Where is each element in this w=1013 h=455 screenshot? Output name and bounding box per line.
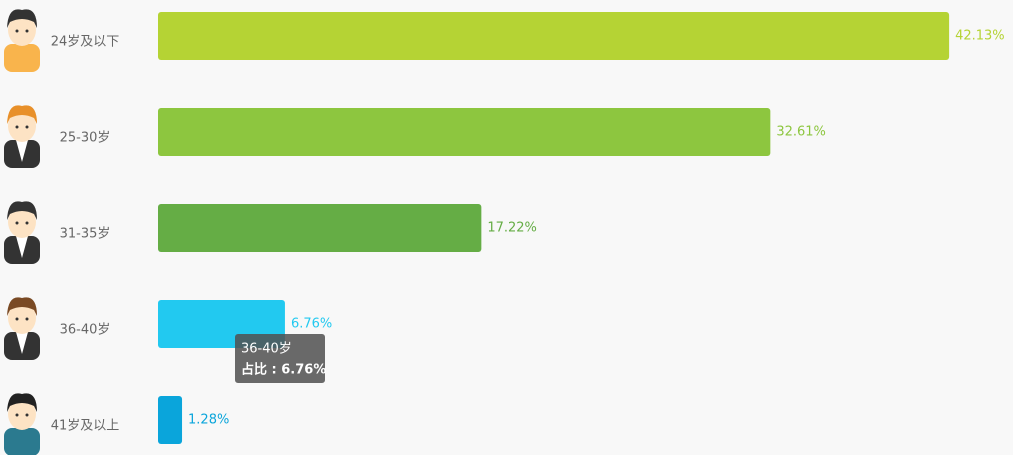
avatar-shirt (16, 140, 28, 162)
avatar-eye (25, 29, 29, 33)
avatar-eye (15, 413, 19, 417)
avatar-eye (25, 317, 29, 321)
avatar-face (8, 110, 36, 142)
avatar (4, 9, 40, 72)
avatar (4, 201, 40, 264)
avatar-eye (25, 221, 29, 225)
avatar-shirt (16, 332, 28, 354)
avatar (4, 105, 40, 168)
value-label: 6.76% (291, 317, 332, 332)
avatar-face (8, 302, 36, 334)
avatar-eye (15, 29, 19, 33)
avatar-hair (7, 393, 37, 412)
tooltip-text: 占比 : 6.76% (241, 362, 326, 378)
avatar-body (4, 44, 40, 72)
category-label: 41岁及以上 (51, 419, 120, 434)
avatar-body (4, 428, 40, 455)
avatar-hair (7, 201, 37, 220)
bar (158, 12, 950, 60)
avatar-hair (7, 9, 37, 28)
avatar-hair (7, 105, 37, 124)
category-label: 31-35岁 (60, 227, 111, 242)
bar (158, 108, 771, 156)
value-label: 17.22% (487, 221, 537, 236)
bar (158, 204, 482, 252)
avatar-eye (15, 125, 19, 129)
avatar-eye (25, 125, 29, 129)
avatar-face (8, 14, 36, 46)
value-label: 32.61% (776, 125, 826, 140)
category-label: 25-30岁 (60, 131, 111, 146)
tooltip-title: 36-40岁 (241, 342, 292, 357)
avatar-eye (15, 317, 19, 321)
avatar-hair (7, 297, 37, 316)
avatar-face (8, 206, 36, 238)
avatar-eye (15, 221, 19, 225)
avatar (4, 297, 40, 360)
tooltip-box (235, 334, 325, 383)
category-label: 24岁及以下 (51, 35, 120, 50)
avatar-eye (25, 413, 29, 417)
category-label: 36-40岁 (60, 323, 111, 338)
avatar (4, 393, 40, 455)
value-label: 42.13% (955, 29, 1005, 44)
avatar-face (8, 398, 36, 430)
avatar-shirt (16, 236, 28, 258)
value-label: 1.28% (188, 413, 229, 428)
bar (158, 396, 183, 444)
